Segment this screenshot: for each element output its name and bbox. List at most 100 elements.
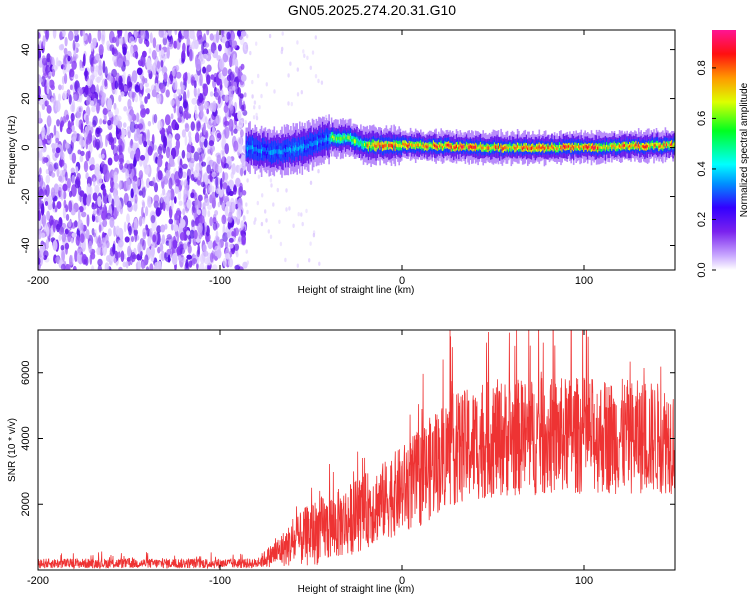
noise-cell <box>176 71 182 79</box>
signal-cell <box>330 135 333 139</box>
noise-cell <box>120 250 125 263</box>
signal-cell <box>576 145 579 149</box>
noise-cell <box>191 258 198 264</box>
signal-cell <box>397 143 399 148</box>
noise-cell <box>91 105 96 113</box>
signal-cell <box>641 145 644 148</box>
noise-cell <box>202 187 206 195</box>
noise-cell <box>85 229 90 240</box>
noise-cell <box>106 40 110 48</box>
x-tick-label: -100 <box>209 275 231 287</box>
noise-cell <box>209 102 215 112</box>
noise-cell <box>88 32 92 44</box>
noise-cell <box>71 222 76 229</box>
noise-cell <box>170 113 174 120</box>
noise-cell <box>230 44 234 55</box>
signal-cell <box>637 143 640 147</box>
noise-cell <box>46 105 52 114</box>
signal-cell <box>464 146 467 150</box>
noise-cell <box>60 188 65 201</box>
noise-cell <box>233 128 238 134</box>
noise-cell <box>162 188 166 196</box>
signal-cell <box>246 147 249 152</box>
noise-cell <box>206 164 211 174</box>
noise-cell <box>174 30 178 36</box>
noise-cell <box>73 30 79 37</box>
noise-cell <box>159 242 164 252</box>
noise-cell <box>227 211 233 224</box>
signal-cell <box>300 144 302 149</box>
noise-cell <box>211 135 215 141</box>
noise-cell <box>245 249 248 254</box>
noise-cell <box>127 129 131 139</box>
noise-cell <box>106 212 112 220</box>
noise-cell <box>92 209 97 216</box>
noise-cell <box>119 205 123 215</box>
noise-cell <box>223 163 229 169</box>
noise-cell <box>228 257 234 268</box>
noise-cell <box>134 84 140 93</box>
signal-cell <box>550 146 552 150</box>
noise-cell <box>70 208 76 216</box>
y-tick-label: -20 <box>20 189 32 205</box>
snr-y-ticks: 2000 4000 6000 <box>20 360 675 516</box>
signal-cell <box>487 146 490 150</box>
noise-cell <box>221 214 227 225</box>
noise-cell <box>86 214 90 227</box>
signal-cell <box>327 137 329 142</box>
noise-cell <box>39 174 44 188</box>
noise-cell <box>64 228 69 235</box>
noise-cell <box>52 221 56 233</box>
signal-cell <box>264 147 267 152</box>
noise-cell <box>103 114 107 122</box>
noise-cell <box>209 194 213 204</box>
colorbar: 0.0 0.2 0.4 0.6 0.8 Normalized spectral ampl… <box>696 30 750 278</box>
noise-cell <box>38 210 41 221</box>
noise-cell <box>126 50 131 63</box>
noise-cell <box>246 209 249 215</box>
signal-cell <box>262 147 264 152</box>
noise-cell <box>108 192 112 204</box>
noise-cell <box>219 84 223 90</box>
noise-cell <box>183 241 188 251</box>
signal-cell <box>362 143 365 147</box>
noise-cell <box>177 189 182 201</box>
signal-cell <box>403 143 406 146</box>
noise-cell <box>102 187 107 197</box>
y-tick-label: 20 <box>20 92 32 104</box>
noise-cell <box>96 208 102 216</box>
noise-cell <box>95 76 101 83</box>
signal-cell <box>389 143 391 147</box>
signal-cell <box>507 146 510 150</box>
noise-cell <box>190 192 195 199</box>
noise-cell <box>92 192 98 201</box>
noise-cell <box>305 208 308 214</box>
signal-cell <box>643 145 645 149</box>
noise-cell <box>112 145 118 157</box>
signal-cell <box>276 149 278 154</box>
noise-cell <box>62 90 68 100</box>
noise-cell <box>231 201 236 212</box>
noise-cell <box>231 163 236 175</box>
noise-cell <box>216 249 222 259</box>
noise-cell <box>91 265 95 270</box>
noise-cell <box>56 201 62 210</box>
noise-cell <box>133 180 137 194</box>
signal-cell <box>311 142 314 147</box>
signal-cell <box>539 146 542 150</box>
noise-cell <box>117 251 121 258</box>
noise-cell <box>157 145 163 155</box>
noise-cell <box>123 221 127 233</box>
noise-cell <box>139 80 143 91</box>
noise-cell <box>62 183 68 192</box>
signal-cell <box>381 144 384 149</box>
noise-cell <box>243 92 247 98</box>
noise-cell <box>140 251 143 257</box>
signal-cell <box>372 142 375 147</box>
noise-cell <box>202 244 207 253</box>
noise-cell <box>168 218 174 225</box>
signal-cell <box>347 135 349 140</box>
noise-cell <box>52 30 57 39</box>
noise-cell <box>113 193 117 204</box>
